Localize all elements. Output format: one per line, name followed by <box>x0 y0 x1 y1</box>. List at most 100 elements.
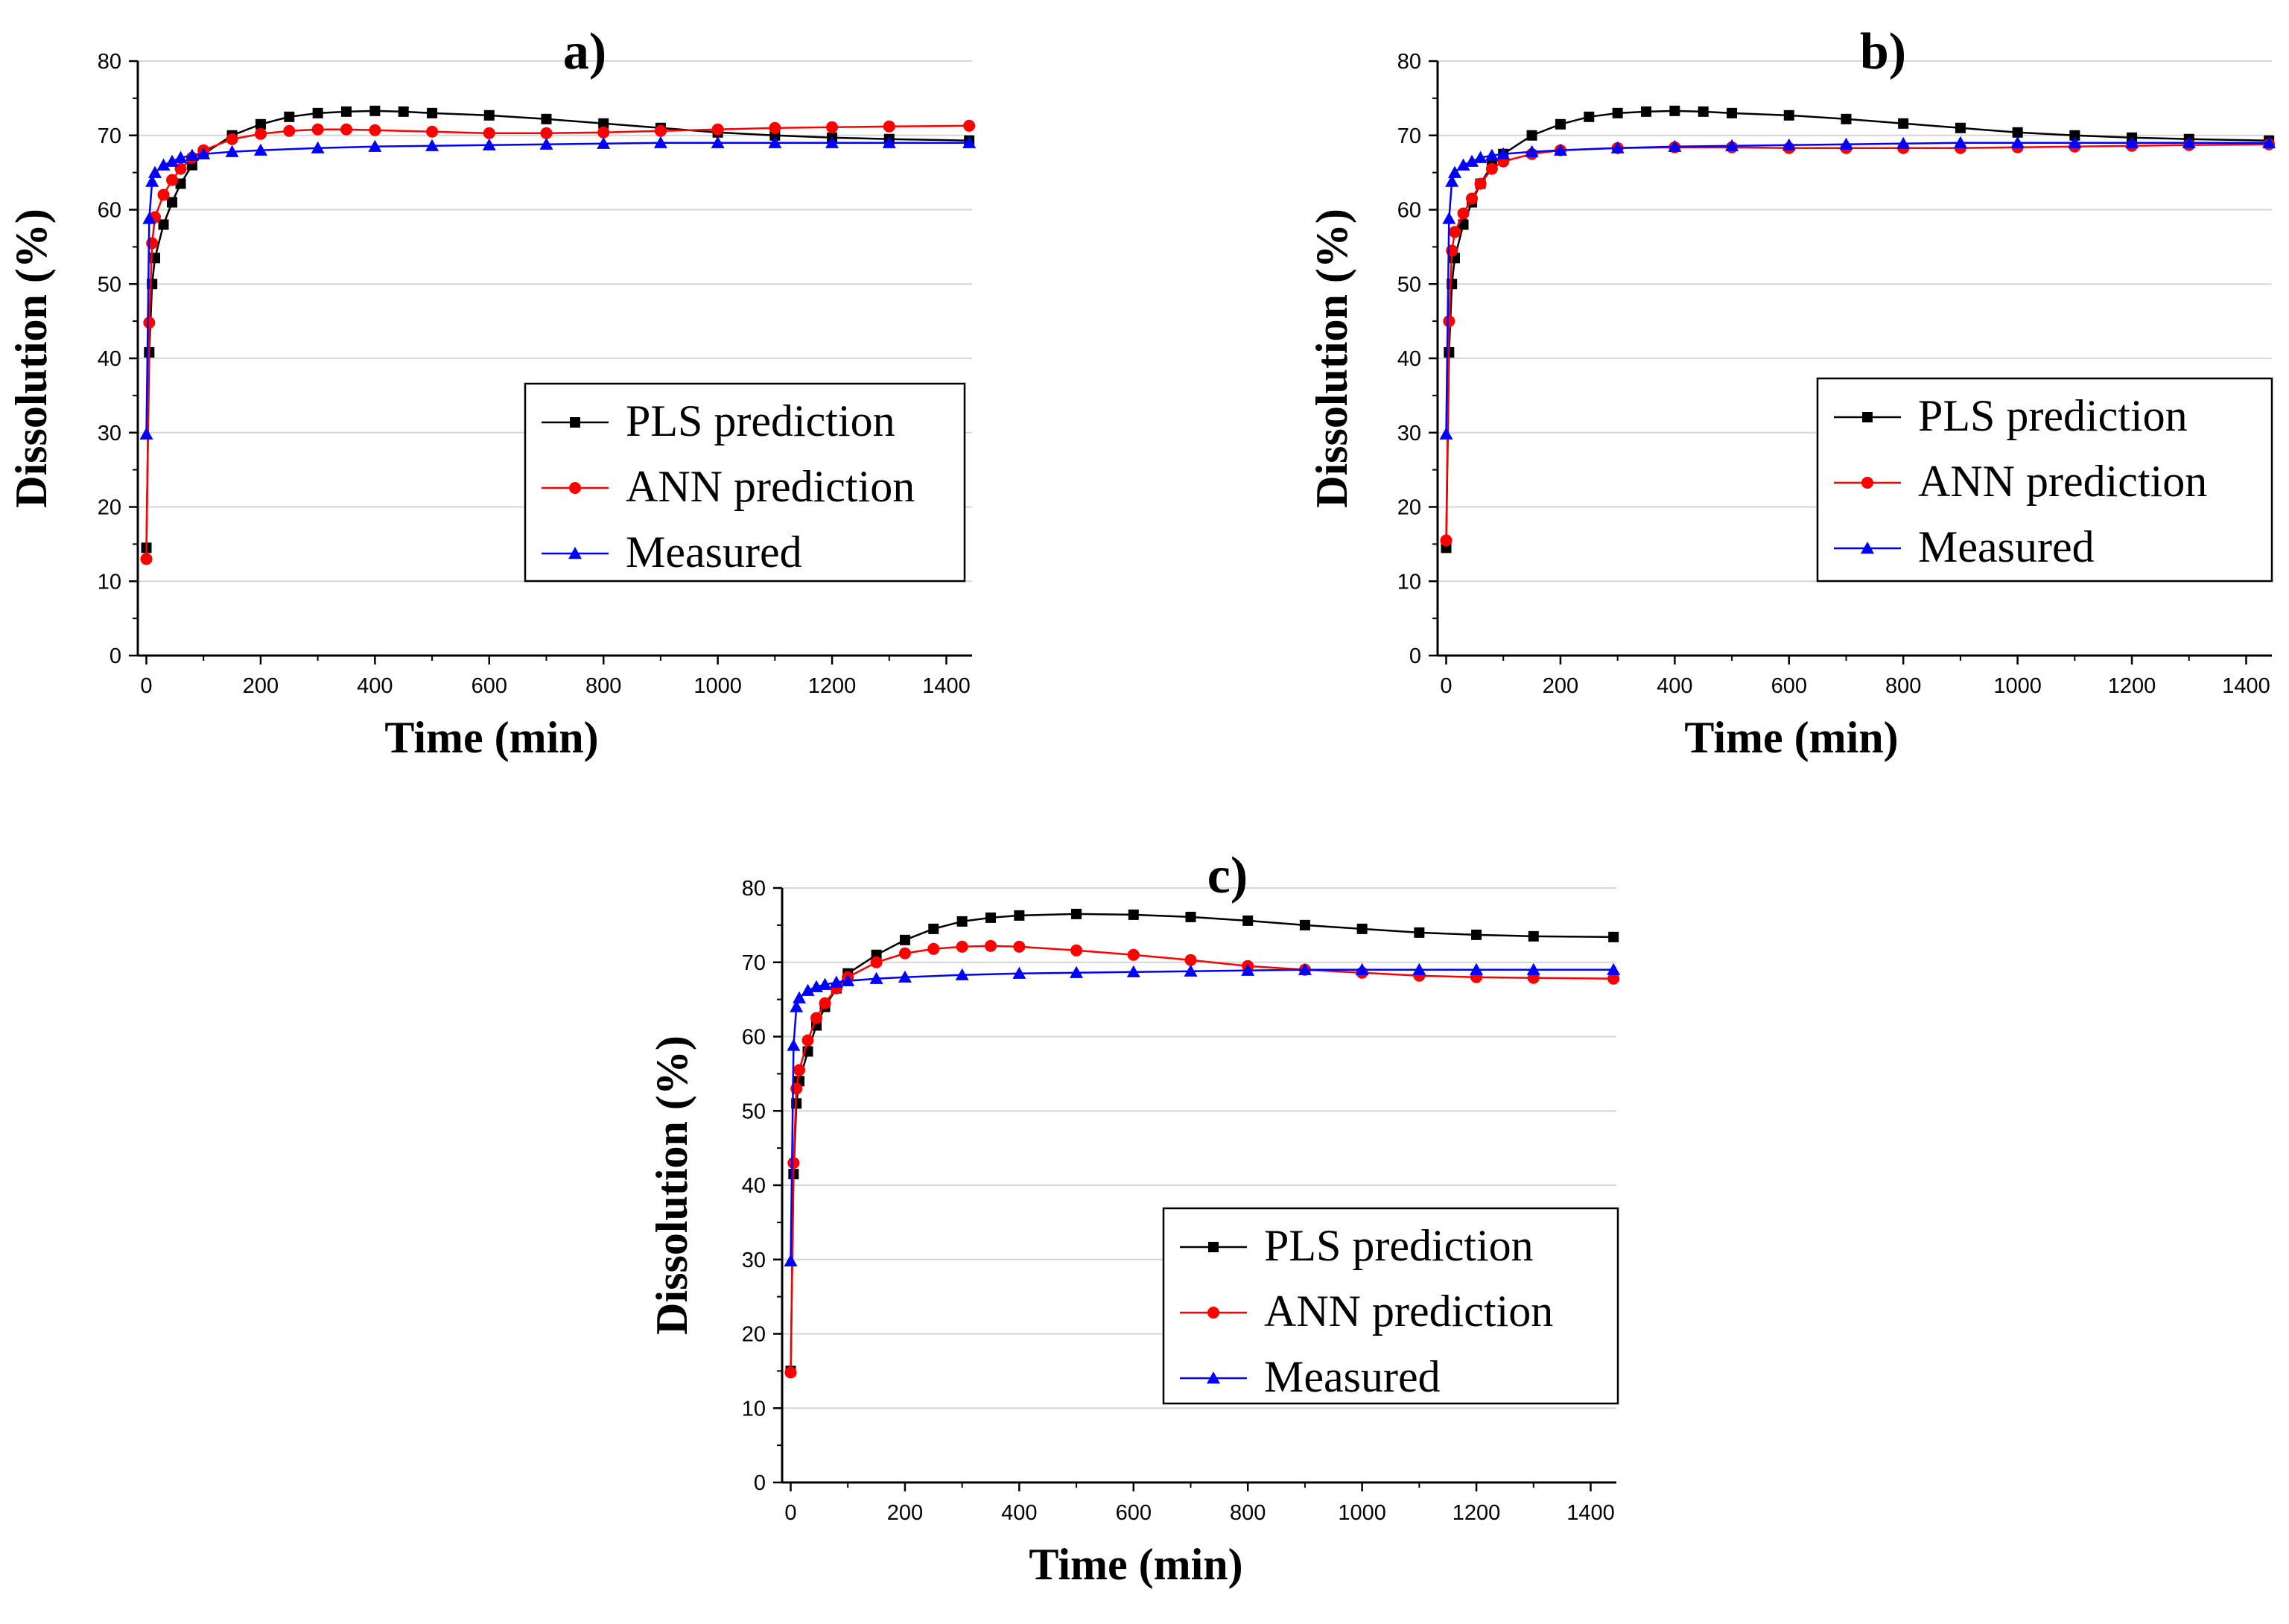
data-point <box>801 983 815 996</box>
y-tick-label: 70 <box>1397 124 1421 148</box>
data-point <box>425 139 439 151</box>
data-point <box>225 145 239 157</box>
x-tick-label: 800 <box>1230 1501 1266 1525</box>
data-point <box>311 123 324 136</box>
data-point <box>143 317 156 329</box>
data-point <box>1528 930 1539 942</box>
y-tick-label: 60 <box>1397 199 1421 223</box>
y-tick-label: 70 <box>98 124 121 148</box>
data-point <box>1449 226 1461 238</box>
data-point <box>1184 954 1197 966</box>
data-point <box>185 148 199 161</box>
data-point <box>2125 136 2139 148</box>
x-tick-label: 600 <box>472 674 507 698</box>
data-point <box>2010 136 2025 148</box>
data-point <box>985 912 996 923</box>
panel-label: c) <box>1207 847 1248 904</box>
y-tick-label: 30 <box>1397 422 1421 445</box>
data-point <box>1612 107 1623 118</box>
data-point <box>1474 177 1487 190</box>
data-point <box>1128 909 1139 920</box>
data-point <box>1355 962 1369 975</box>
legend-marker <box>570 417 580 428</box>
data-point <box>1465 154 1479 167</box>
data-point <box>869 971 883 984</box>
y-tick-label: 60 <box>98 199 121 223</box>
y-tick-label: 40 <box>742 1174 766 1198</box>
data-point <box>1526 130 1537 141</box>
data-point <box>284 111 295 122</box>
data-point <box>1496 147 1511 159</box>
data-point <box>1013 940 1026 953</box>
data-point <box>597 136 611 149</box>
data-point <box>156 158 171 171</box>
legend-marker <box>1207 1307 1219 1319</box>
y-axis-title: Dissolution (%) <box>647 1035 696 1335</box>
legend-marker <box>1208 1242 1219 1252</box>
x-tick-label: 400 <box>1001 1501 1037 1525</box>
data-point <box>928 923 939 934</box>
data-point <box>870 956 883 968</box>
data-point <box>142 212 156 224</box>
data-point <box>1610 141 1625 153</box>
data-point <box>540 127 553 139</box>
data-point <box>769 121 781 134</box>
data-point <box>1356 923 1368 934</box>
x-tick-label: 1400 <box>922 674 971 698</box>
x-tick-label: 1000 <box>1338 1501 1386 1525</box>
data-point <box>369 105 381 116</box>
x-tick-label: 1000 <box>1993 674 2042 698</box>
data-point <box>598 118 609 129</box>
x-tick-label: 1200 <box>2108 674 2156 698</box>
x-axis-title: Time (min) <box>1029 1540 1242 1589</box>
y-tick-label: 60 <box>742 1026 766 1050</box>
y-tick-label: 50 <box>98 273 121 296</box>
data-point <box>841 974 855 986</box>
data-point <box>768 136 782 148</box>
x-tick-label: 0 <box>1440 674 1452 698</box>
data-point <box>175 178 186 189</box>
data-point <box>1898 118 1909 129</box>
legend-label: Measured <box>1264 1352 1441 1401</box>
legend-marker <box>569 482 581 494</box>
data-point <box>166 174 179 186</box>
y-tick-label: 80 <box>98 50 121 74</box>
legend: PLS prediction ANN prediction Measured <box>1162 1207 1619 1405</box>
data-point <box>801 1034 814 1047</box>
data-point <box>1607 972 1620 985</box>
data-point <box>1725 139 1739 151</box>
data-point <box>1445 174 1459 187</box>
legend-label: Measured <box>626 527 802 577</box>
data-point <box>1841 113 1852 124</box>
data-point <box>1443 315 1455 328</box>
legend-box <box>1816 377 2273 583</box>
data-point <box>1896 136 1911 149</box>
data-point <box>1782 138 1796 150</box>
data-point <box>1439 427 1453 440</box>
data-point <box>1185 911 1196 922</box>
data-point <box>398 106 409 117</box>
y-tick-label: 50 <box>742 1100 766 1123</box>
legend-marker <box>1862 412 1873 422</box>
data-point <box>787 1157 800 1170</box>
data-point <box>784 1254 798 1266</box>
data-point <box>1242 915 1254 926</box>
legend: PLS prediction ANN prediction Measured <box>1816 377 2273 583</box>
y-axis-title: Dissolution (%) <box>1307 209 1356 508</box>
data-point <box>253 143 267 156</box>
legend-label: PLS prediction <box>1264 1221 1534 1270</box>
data-point <box>1698 106 1709 117</box>
panel-label: b) <box>1860 23 1906 80</box>
y-tick-label: 0 <box>1409 644 1421 668</box>
data-point <box>158 219 169 230</box>
data-point <box>793 1064 806 1076</box>
x-tick-label: 800 <box>1885 674 1921 698</box>
data-point <box>784 1366 797 1379</box>
data-point <box>482 138 496 150</box>
data-point <box>927 942 940 955</box>
y-tick-label: 30 <box>98 422 121 445</box>
data-point <box>1669 105 1680 116</box>
legend-marker <box>1861 477 1873 489</box>
